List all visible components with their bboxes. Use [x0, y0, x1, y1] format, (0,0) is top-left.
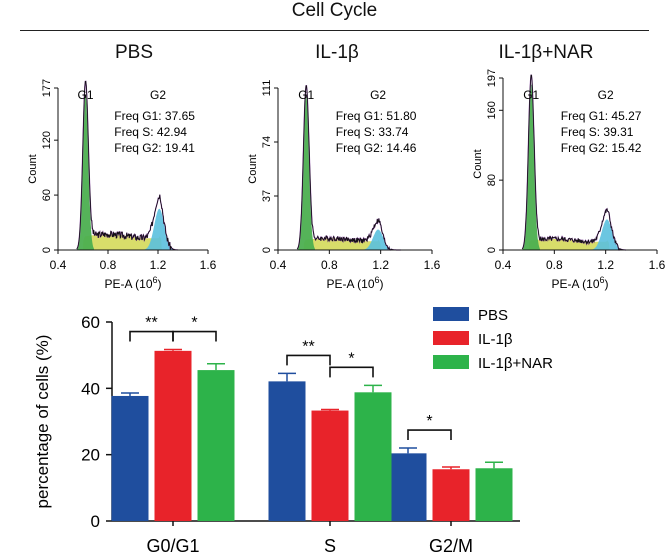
histogram-3: 0 80 160 197 0.4 0.8 1.2 1.6 Count PE-A (106) G1 G2…	[472, 69, 666, 291]
x-axis-title: PE-A (106)	[326, 275, 383, 291]
bar-PBS-S	[268, 381, 306, 521]
bar-y-tick-label: 40	[81, 379, 100, 398]
panel-title-il1b-nar: IL-1β+NAR	[498, 42, 594, 63]
bar-IL-1β+NAR-G0/G1	[197, 370, 235, 521]
x-tick-label: 1.2	[372, 258, 389, 272]
peak-label: G1	[523, 88, 539, 102]
legend-label: PBS	[478, 307, 508, 324]
title-underline	[20, 30, 649, 31]
bar-PBS-G0/G1	[111, 395, 149, 521]
freq-line: Freq G2: 14.46	[336, 141, 417, 155]
panel-title-il1b: IL-1β	[315, 42, 359, 63]
legend-label: IL-1β	[478, 331, 513, 348]
significance-bracket	[172, 330, 217, 342]
x-tick-label: 0.4	[495, 258, 512, 272]
significance-bracket	[129, 330, 174, 342]
category-label: G0/G1	[146, 536, 199, 556]
y-tick-label: 160	[486, 101, 498, 119]
significance-label: *	[191, 315, 197, 332]
legend-swatch	[433, 331, 469, 345]
x-tick-label: 1.2	[150, 258, 167, 272]
y-tick-label: 177	[41, 79, 53, 97]
bar-y-axis-title: percentage of cells (%)	[33, 335, 52, 509]
freq-line: Freq G1: 45.27	[561, 109, 642, 123]
x-tick-label: 0.4	[50, 258, 67, 272]
panel-title-pbs: PBS	[114, 42, 154, 63]
significance-label: *	[348, 350, 354, 367]
y-tick-label: 80	[486, 174, 498, 186]
category-label: S	[324, 536, 336, 556]
figure-title: Cell Cycle	[291, 0, 378, 21]
legend-swatch	[433, 307, 469, 321]
bar-y-tick-label: 20	[81, 446, 100, 465]
x-tick-label: 0.8	[100, 258, 117, 272]
peak-label: G2	[150, 88, 166, 102]
freq-line: Freq G1: 37.65	[114, 109, 195, 123]
x-axis-title: PE-A (106)	[551, 275, 608, 291]
legend-label: IL-1β+NAR	[478, 355, 553, 372]
significance-label: *	[426, 413, 432, 430]
histogram-outline	[76, 80, 178, 251]
bar-IL-1β-G0/G1	[154, 350, 192, 521]
freq-line: Freq S: 42.94	[114, 125, 187, 139]
significance-label: **	[145, 315, 157, 332]
x-tick-label: 1.2	[597, 258, 614, 272]
x-tick-label: 0.4	[270, 258, 287, 272]
peak-label: G1	[77, 88, 93, 102]
histogram-outline	[296, 85, 401, 251]
y-tick-label: 37	[261, 190, 273, 202]
y-tick-label: 111	[261, 80, 273, 97]
legend-swatch	[433, 355, 469, 369]
y-tick-label: 120	[41, 131, 53, 149]
y-axis-title: Count	[247, 154, 259, 183]
y-axis-title: Count	[27, 154, 39, 183]
y-tick-label: 0	[41, 247, 53, 253]
histogram-panels: 0 60 120 177 0.4 0.8 1.2 1.6 Count PE-A (106) G1 G2…	[27, 69, 666, 291]
significance-bracket	[329, 366, 374, 378]
freq-line: Freq G2: 15.42	[561, 141, 642, 155]
y-tick-label: 60	[41, 189, 53, 201]
significance-bracket	[286, 354, 331, 366]
y-tick-label: 197	[486, 69, 498, 87]
x-axis-title: PE-A (106)	[104, 275, 161, 291]
freq-line: Freq G1: 51.80	[336, 109, 417, 123]
x-tick-label: 0.8	[546, 258, 563, 272]
bar-chart-group: 0 20 40 60 percentage of cells (%) G0/G1 S G2/M…	[33, 307, 553, 556]
significance-label: **	[302, 338, 314, 355]
histogram-1: 0 60 120 177 0.4 0.8 1.2 1.6 Count PE-A (106) G1 G2…	[27, 79, 217, 291]
histogram-outline	[521, 74, 626, 251]
peak-label: G2	[598, 88, 614, 102]
y-tick-label: 0	[261, 247, 273, 253]
bar-y-tick-label: 0	[91, 512, 100, 531]
x-tick-label: 1.6	[424, 258, 441, 272]
significance-bracket	[407, 429, 452, 441]
x-tick-label: 0.8	[321, 258, 338, 272]
peak-label: G2	[370, 88, 386, 102]
y-axis-title: Count	[472, 149, 484, 178]
bar-IL-1β+NAR-G2/M	[475, 468, 513, 521]
freq-line: Freq G2: 19.41	[114, 141, 195, 155]
bar-PBS-G2/M	[389, 453, 427, 521]
freq-line: Freq S: 39.31	[561, 125, 634, 139]
peak-label: G1	[298, 88, 314, 102]
bar-IL-1β-S	[311, 410, 349, 521]
freq-line: Freq S: 33.74	[336, 125, 409, 139]
y-tick-label: 74	[261, 136, 273, 148]
y-tick-label: 0	[486, 247, 498, 253]
bar-y-tick-label: 60	[81, 313, 100, 332]
bar-IL-1β+NAR-S	[354, 392, 392, 521]
category-label: G2/M	[429, 536, 473, 556]
x-tick-label: 1.6	[649, 258, 666, 272]
histogram-2: 0 37 74 111 0.4 0.8 1.2 1.6 Count PE-A (106) G1 G2 F…	[247, 80, 441, 291]
bar-IL-1β-G2/M	[432, 469, 470, 521]
x-tick-label: 1.6	[200, 258, 217, 272]
